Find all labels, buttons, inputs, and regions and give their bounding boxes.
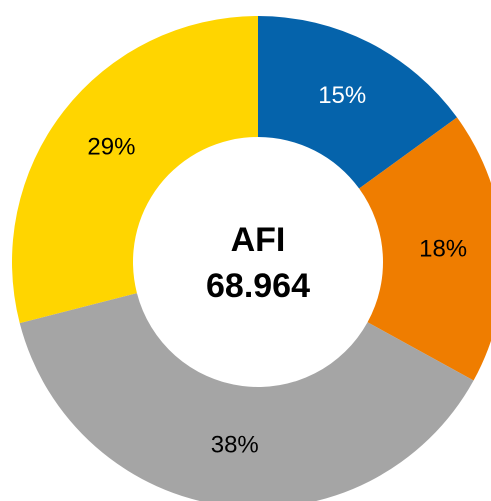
value-label: 15% — [318, 82, 366, 109]
labels: 15% 18% 38% 29% — [87, 82, 467, 458]
value-label: 38% — [211, 431, 259, 458]
value-label: 18% — [419, 236, 467, 263]
center-value: 68.964 — [206, 267, 310, 305]
wedge — [11, 15, 258, 324]
wedge — [359, 117, 491, 381]
wedges — [11, 15, 491, 501]
wedge — [258, 16, 458, 189]
wedge — [19, 293, 474, 501]
center-title: AFI — [231, 221, 286, 259]
value-label: 29% — [87, 134, 135, 161]
